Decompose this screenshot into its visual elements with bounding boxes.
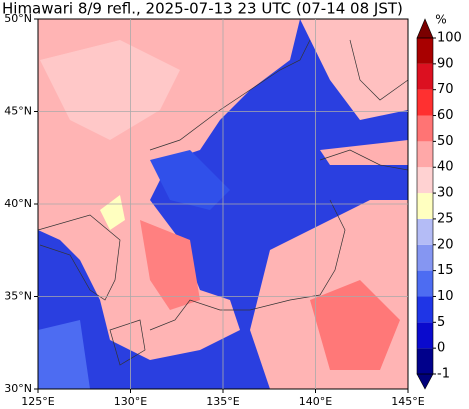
colorbar-tick-label: 30 (437, 186, 454, 201)
colorbar-tick-label: 70 (437, 82, 454, 97)
x-tick-label: 140°E (299, 395, 332, 408)
colorbar-band (417, 38, 433, 64)
colorbar-tick-label: 15 (437, 263, 454, 278)
x-tick-label: 130°E (114, 395, 147, 408)
y-tick-label: 35°N (4, 290, 32, 303)
x-tick-label: 135°E (206, 395, 239, 408)
map-title: Himawari 8/9 refl., 2025-07-13 23 UTC (0… (2, 0, 403, 18)
colorbar-tick-label: 20 (437, 237, 454, 252)
colorbar-tick-label: -1 (437, 367, 450, 382)
colorbar-band (417, 348, 433, 374)
y-tick-label: 50°N (4, 12, 32, 25)
y-tick-label: 45°N (4, 105, 32, 118)
x-tick-label: 145°E (391, 395, 424, 408)
colorbar-tick-label: 0 (437, 341, 445, 356)
colorbar-tick-label: 100 (437, 31, 462, 46)
colorbar-label: % (435, 13, 446, 27)
colorbar-tick-label: 90 (437, 56, 454, 71)
colorbar-tick-label: 5 (437, 315, 445, 330)
colorbar-band (417, 89, 433, 116)
colorbar-band (417, 193, 433, 219)
colorbar-extend-high (416, 18, 434, 39)
y-tick-label: 30°N (4, 382, 32, 395)
colorbar-band (417, 63, 433, 90)
colorbar-band (417, 115, 433, 142)
colorbar-band (417, 167, 433, 194)
x-tick-label: 125°E (21, 395, 54, 408)
colorbar-band (417, 270, 433, 297)
colorbar-tick-label: 25 (437, 211, 454, 226)
colorbar-band (417, 296, 433, 323)
colorbar-tick-label: 60 (437, 108, 454, 123)
y-tick-label: 40°N (4, 197, 32, 210)
colorbar-band (417, 218, 433, 245)
colorbar-band (417, 141, 433, 168)
colorbar-extend-low (416, 373, 434, 390)
colorbar-tick-label: 10 (437, 289, 454, 304)
colorbar-band (417, 322, 433, 349)
colorbar-tick-label: 50 (437, 134, 454, 149)
colorbar-frame (416, 37, 434, 375)
colorbar-band (417, 244, 433, 271)
colorbar-tick-label: 40 (437, 160, 454, 175)
